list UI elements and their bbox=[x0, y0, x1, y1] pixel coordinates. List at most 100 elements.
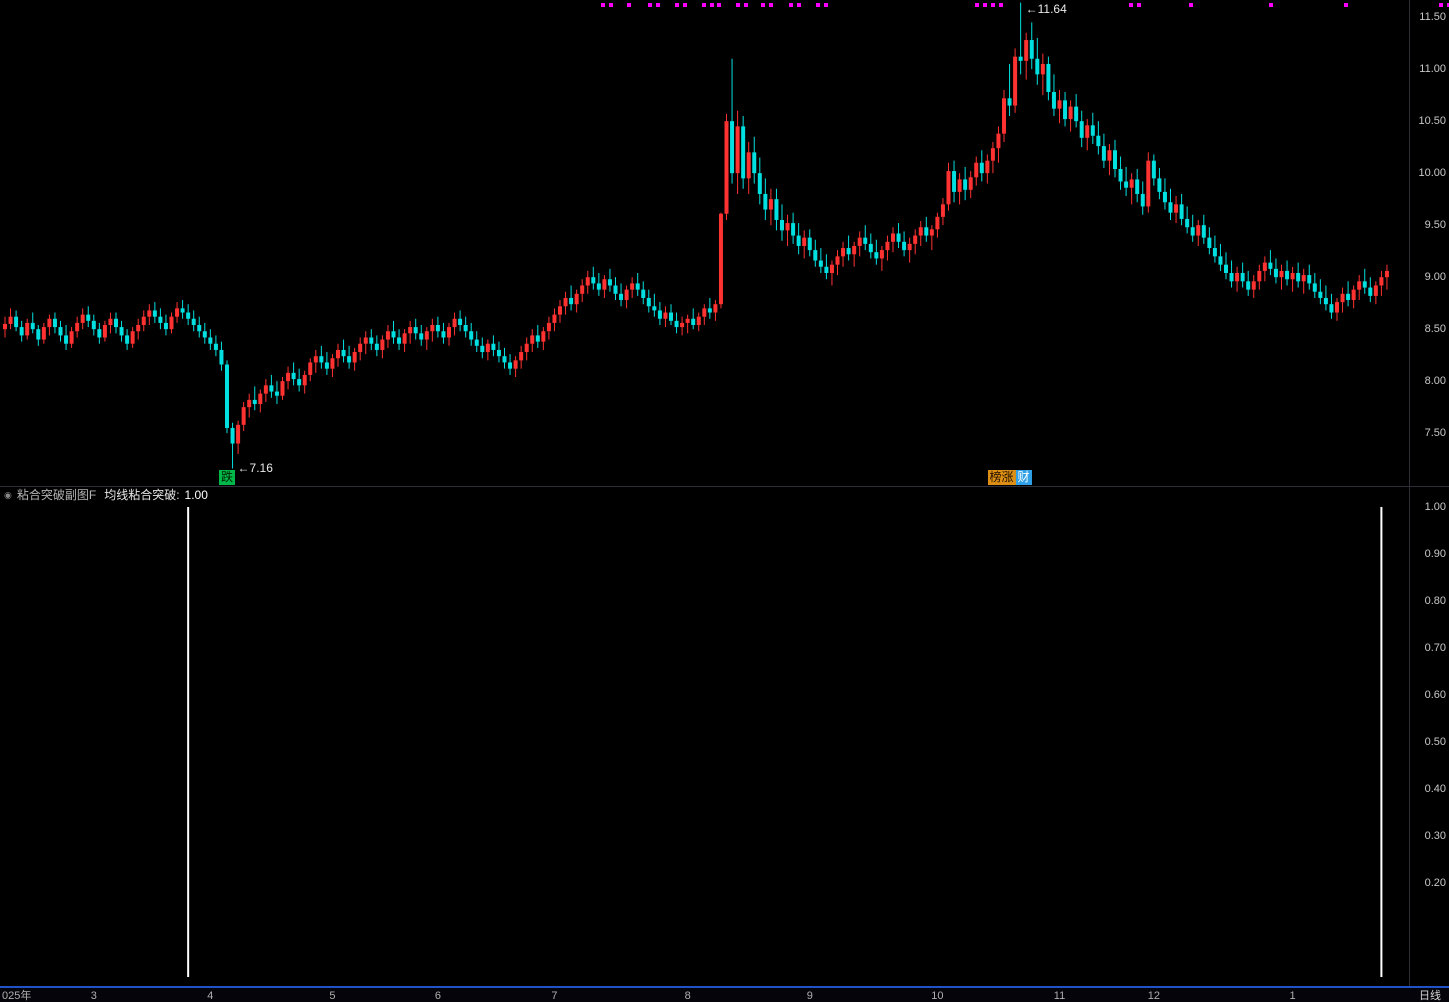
indicator-axis-tick: 1.00 bbox=[1424, 501, 1446, 513]
candle-body bbox=[208, 337, 213, 344]
signal-dot bbox=[797, 3, 801, 7]
indicator-axis-tick: 0.50 bbox=[1424, 736, 1446, 748]
candle-body bbox=[1068, 106, 1073, 120]
candle-body bbox=[979, 162, 984, 174]
candle-body bbox=[924, 227, 929, 236]
candle-body bbox=[863, 237, 868, 244]
candle-body bbox=[480, 345, 485, 353]
candle-body bbox=[624, 289, 629, 301]
panel-divider[interactable] bbox=[0, 486, 1449, 487]
candle-body bbox=[452, 318, 457, 328]
candle-body bbox=[286, 372, 291, 382]
candle-body bbox=[297, 379, 302, 386]
candle-body bbox=[1040, 63, 1045, 75]
candle-body bbox=[613, 285, 618, 294]
candle-body bbox=[341, 349, 346, 357]
price-axis-tick: 8.00 bbox=[1424, 375, 1446, 388]
signal-dot bbox=[627, 3, 631, 7]
candle-body bbox=[1307, 275, 1312, 284]
candle-body bbox=[36, 329, 41, 340]
candle-body bbox=[202, 331, 207, 338]
candle-body bbox=[447, 327, 451, 338]
candle-body bbox=[1107, 150, 1112, 161]
price-axis-tick: 11.50 bbox=[1419, 11, 1446, 24]
candle-body bbox=[1063, 100, 1068, 120]
candle-body bbox=[408, 327, 413, 334]
candle-body bbox=[369, 337, 374, 344]
time-axis-label: 12 bbox=[1147, 990, 1160, 1002]
price-axis-tick: 11.00 bbox=[1419, 63, 1446, 76]
candle-body bbox=[80, 314, 85, 323]
candle-body bbox=[968, 177, 973, 190]
price-axis-tick: 7.50 bbox=[1424, 427, 1446, 440]
candle-body bbox=[374, 343, 379, 350]
candle-body bbox=[169, 316, 174, 330]
signal-dot bbox=[710, 3, 714, 7]
candle-body bbox=[291, 372, 296, 380]
candle-body bbox=[524, 343, 529, 353]
candle-body bbox=[635, 283, 640, 290]
candle-body bbox=[1013, 56, 1018, 106]
candle-body bbox=[746, 152, 751, 179]
candle-body bbox=[1290, 273, 1295, 280]
candle-body bbox=[818, 260, 823, 267]
indicator-axis-tick: 0.30 bbox=[1424, 830, 1446, 842]
candle-body bbox=[158, 316, 163, 323]
candle-body bbox=[52, 318, 57, 328]
candle-body bbox=[902, 241, 907, 251]
candle-body bbox=[1168, 202, 1173, 213]
candle-body bbox=[86, 314, 91, 321]
candle-body bbox=[730, 121, 735, 174]
signal-marker: 榜涨财 bbox=[987, 470, 1032, 485]
candle-body bbox=[397, 337, 402, 344]
candle-body bbox=[258, 393, 263, 405]
candle-body bbox=[1157, 178, 1162, 192]
candle-body bbox=[929, 229, 934, 236]
peak-annotation: ←11.64 bbox=[1025, 2, 1067, 16]
candle-body bbox=[1329, 304, 1334, 313]
time-axis-label: 9 bbox=[806, 990, 813, 1002]
candle-body bbox=[813, 250, 818, 261]
price-axis-tick: 9.50 bbox=[1424, 219, 1446, 232]
indicator-title: 粘合突破副图F bbox=[16, 488, 97, 502]
candle-body bbox=[913, 235, 918, 244]
time-axis-label: 3 bbox=[90, 990, 97, 1002]
candle-body bbox=[347, 356, 352, 363]
candle-body bbox=[752, 152, 757, 174]
indicator-axis-tick: 0.20 bbox=[1424, 877, 1446, 889]
candle-body bbox=[574, 293, 579, 305]
candle-body bbox=[302, 374, 307, 386]
candle-body bbox=[241, 407, 246, 425]
candle-body bbox=[91, 320, 96, 330]
time-axis-label: 4 bbox=[207, 990, 214, 1002]
candle-body bbox=[569, 297, 574, 305]
candle-body bbox=[435, 325, 440, 332]
candle-body bbox=[1018, 56, 1023, 61]
candle-body bbox=[519, 352, 524, 361]
candle-body bbox=[1051, 92, 1056, 109]
signal-dot bbox=[702, 3, 706, 7]
signal-dot bbox=[648, 3, 652, 7]
period-selector[interactable]: 日线 bbox=[1419, 990, 1441, 1002]
candle-body bbox=[990, 148, 995, 161]
candle-body bbox=[1196, 225, 1201, 236]
candle-body bbox=[1357, 281, 1362, 290]
candle-body bbox=[1174, 204, 1179, 213]
candle-body bbox=[319, 356, 324, 363]
time-axis[interactable]: 日线 025年 3 4 5 6 7 8 9 10 11 12 1 bbox=[0, 986, 1449, 1002]
signal-dot bbox=[675, 3, 679, 7]
signal-dot bbox=[975, 3, 979, 7]
candle-body bbox=[30, 322, 35, 330]
indicator-header[interactable]: ◉ 粘合突破副图F 均线粘合突破: 1.00 bbox=[4, 488, 208, 502]
candle-body bbox=[996, 133, 1001, 149]
candle-body bbox=[1002, 98, 1006, 134]
candle-body bbox=[907, 243, 912, 251]
candle-body bbox=[424, 331, 429, 340]
candle-body bbox=[630, 283, 635, 290]
indicator-output-value: 1.00 bbox=[184, 488, 208, 502]
candle-body bbox=[391, 331, 396, 338]
signal-marker-text: 榜涨 bbox=[987, 470, 1016, 485]
signal-dot bbox=[999, 3, 1003, 7]
candle-body bbox=[97, 329, 102, 338]
